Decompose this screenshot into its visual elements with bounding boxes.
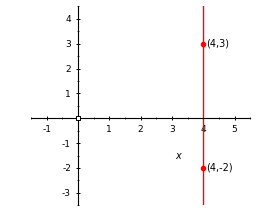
Text: x: x	[175, 151, 181, 160]
Text: (4,3): (4,3)	[206, 39, 229, 49]
Text: (4,-2): (4,-2)	[206, 163, 232, 173]
